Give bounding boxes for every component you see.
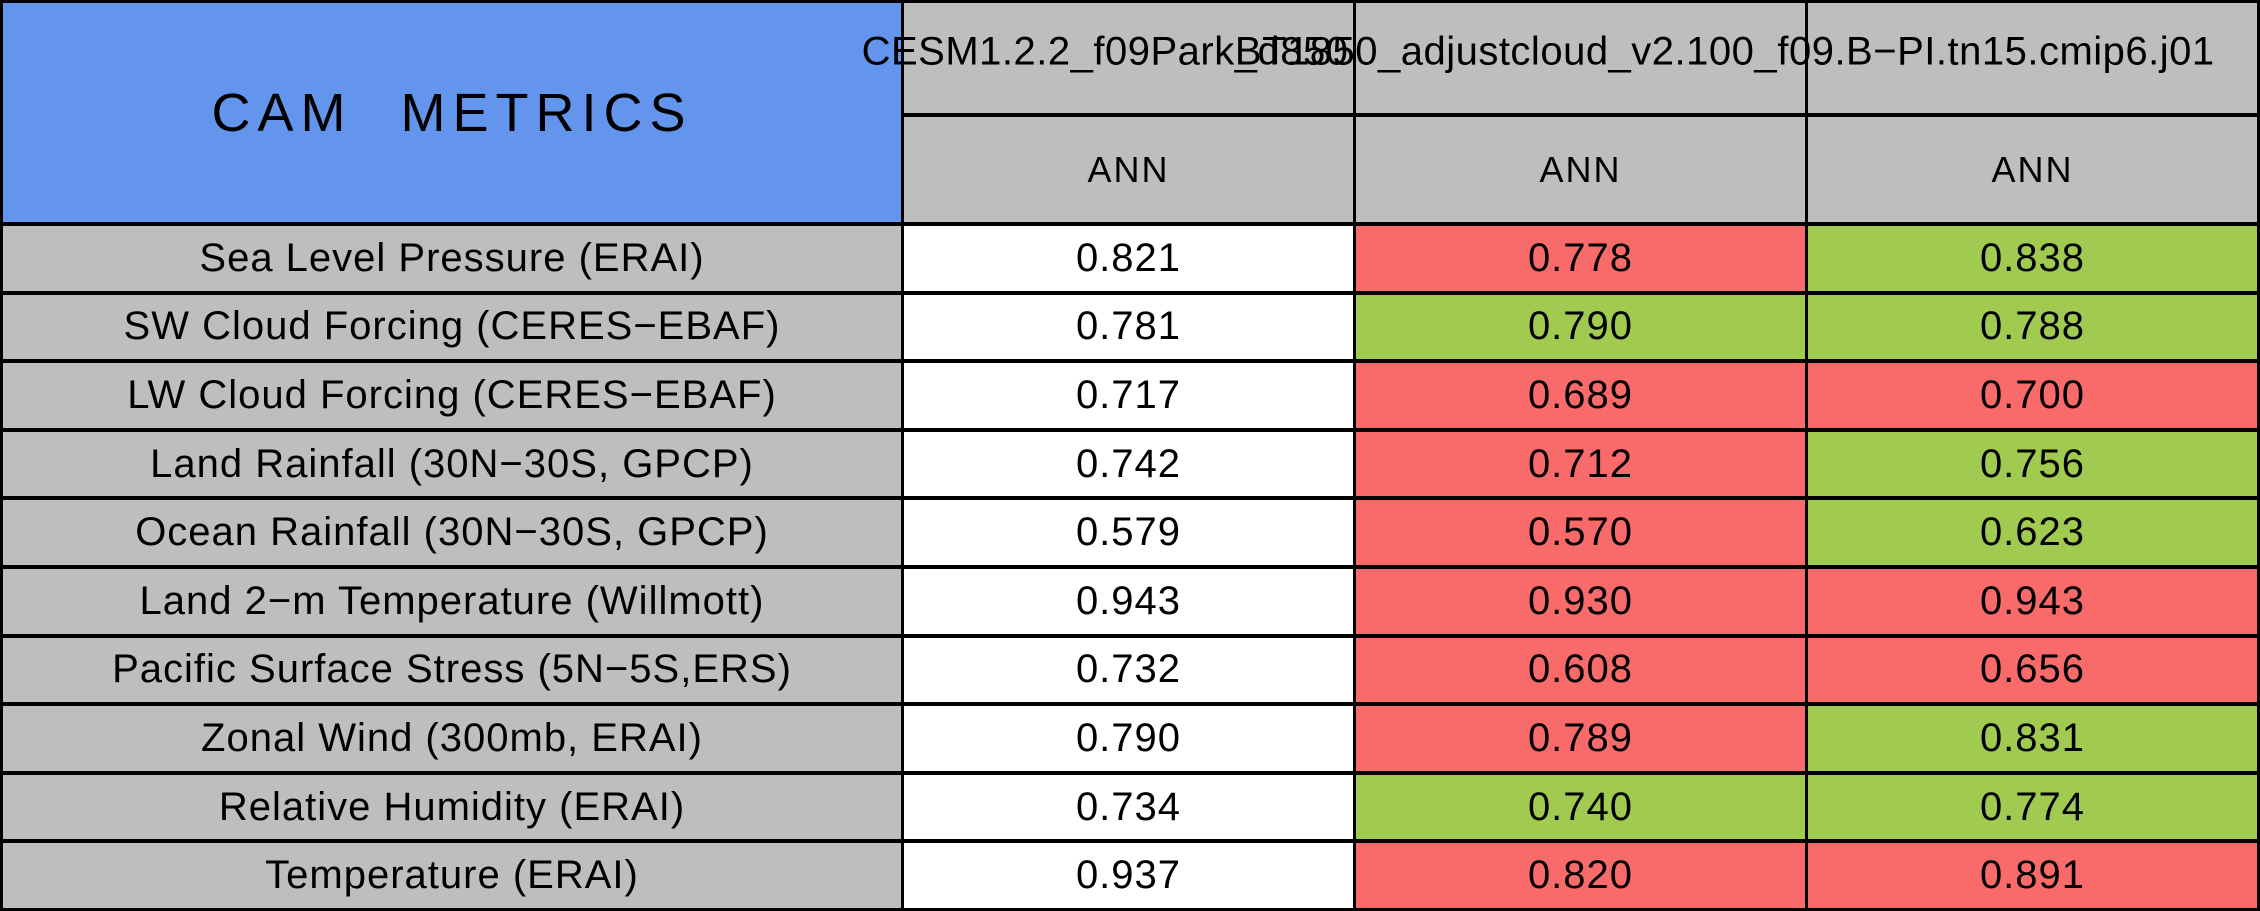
metric-value: 0.831 [1808, 706, 2257, 771]
metric-label: Land 2−m Temperature (Willmott) [3, 568, 901, 634]
metric-label: Temperature (ERAI) [3, 843, 901, 908]
metric-value: 0.756 [1808, 431, 2257, 497]
table-title: CAM METRICS [3, 3, 901, 222]
season-header-1: ANN [904, 117, 1353, 222]
metric-value: 0.821 [904, 226, 1353, 291]
metric-value: 0.579 [904, 500, 1353, 565]
metric-value: 0.740 [1356, 774, 1805, 840]
metric-value: 0.689 [1356, 363, 1805, 428]
metric-value: 0.570 [1356, 500, 1805, 565]
model-name-header-3 [1808, 3, 2257, 113]
metric-value: 0.790 [904, 706, 1353, 771]
metric-value: 0.789 [1356, 706, 1805, 771]
season-header-2: ANN [1356, 117, 1805, 222]
metric-label: Zonal Wind (300mb, ERAI) [3, 706, 901, 771]
metric-value: 0.788 [1808, 294, 2257, 360]
metric-label: Pacific Surface Stress (5N−5S,ERS) [3, 637, 901, 703]
metric-value: 0.700 [1808, 363, 2257, 428]
metric-value: 0.781 [904, 294, 1353, 360]
metric-label: Ocean Rainfall (30N−30S, GPCP) [3, 500, 901, 565]
model-name-header-2 [1356, 3, 1805, 113]
metric-value: 0.656 [1808, 637, 2257, 703]
metric-label: Relative Humidity (ERAI) [3, 774, 901, 840]
metric-value: 0.790 [1356, 294, 1805, 360]
metric-value: 0.943 [904, 568, 1353, 634]
metric-value: 0.943 [1808, 568, 2257, 634]
metric-value: 0.820 [1356, 843, 1805, 908]
metric-value: 0.717 [904, 363, 1353, 428]
metric-value: 0.608 [1356, 637, 1805, 703]
metric-value: 0.742 [904, 431, 1353, 497]
metric-value: 0.732 [904, 637, 1353, 703]
metric-value: 0.712 [1356, 431, 1805, 497]
metric-value: 0.623 [1808, 500, 2257, 565]
metric-value: 0.930 [1356, 568, 1805, 634]
model-name-header-1 [904, 3, 1353, 113]
season-header-3: ANN [1808, 117, 2257, 222]
metric-value: 0.891 [1808, 843, 2257, 908]
metric-label: Sea Level Pressure (ERAI) [3, 226, 901, 291]
metric-label: Land Rainfall (30N−30S, GPCP) [3, 431, 901, 497]
metric-value: 0.937 [904, 843, 1353, 908]
metric-label: LW Cloud Forcing (CERES−EBAF) [3, 363, 901, 428]
metric-label: SW Cloud Forcing (CERES−EBAF) [3, 294, 901, 360]
metric-value: 0.774 [1808, 774, 2257, 840]
metric-value: 0.838 [1808, 226, 2257, 291]
metric-value: 0.734 [904, 774, 1353, 840]
metric-value: 0.778 [1356, 226, 1805, 291]
